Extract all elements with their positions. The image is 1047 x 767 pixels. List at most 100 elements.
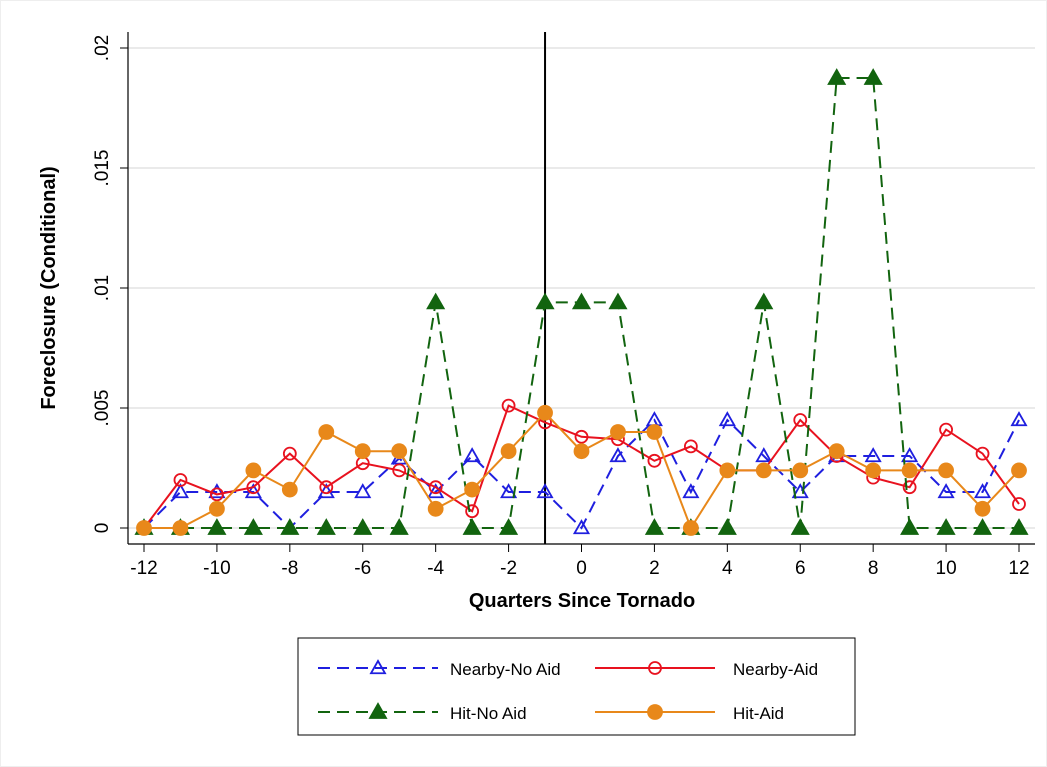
- legend-label: Hit-Aid: [733, 704, 784, 723]
- data-point: [790, 518, 810, 535]
- x-tick-label: -2: [500, 558, 517, 579]
- x-tick-label: 0: [576, 558, 587, 579]
- data-point: [863, 68, 883, 85]
- data-point: [646, 424, 663, 440]
- data-point: [392, 463, 407, 478]
- data-point: [900, 518, 920, 535]
- data-point: [864, 447, 882, 463]
- legend-box: [297, 637, 856, 736]
- data-point: [210, 487, 224, 502]
- y-axis-label: Foreclosure (Conditional): [38, 166, 60, 409]
- data-point: [938, 462, 954, 479]
- y-tick-label: 0: [92, 523, 113, 534]
- data-point: [682, 520, 699, 536]
- data-point: [318, 424, 335, 440]
- data-point: [792, 462, 809, 479]
- data-point: [755, 462, 772, 479]
- data-point: [1010, 411, 1028, 427]
- data-point: [319, 480, 334, 495]
- data-point: [609, 447, 627, 463]
- data-point: [827, 68, 847, 85]
- data-point: [136, 520, 152, 536]
- data-point: [974, 500, 991, 517]
- data-point: [354, 483, 372, 499]
- data-point: [610, 424, 626, 440]
- data-point: [316, 518, 336, 535]
- x-tick-label: 10: [936, 558, 957, 579]
- data-point: [937, 483, 955, 499]
- data-point: [427, 500, 444, 517]
- x-tick-label: 4: [722, 558, 733, 579]
- data-point: [902, 480, 917, 495]
- data-point: [682, 483, 700, 499]
- data-point: [243, 518, 263, 535]
- data-point: [173, 473, 188, 487]
- data-point: [354, 443, 371, 460]
- x-tick-label: -4: [427, 558, 444, 579]
- data-point: [975, 446, 990, 461]
- data-point: [972, 518, 993, 535]
- legend-marker: [369, 659, 387, 675]
- data-point: [865, 462, 882, 479]
- legend-label: Hit-No Aid: [450, 704, 527, 723]
- y-tick-label: .01: [92, 275, 113, 301]
- legend-marker: [368, 702, 388, 719]
- y-tick-label: .02: [92, 35, 113, 61]
- data-point: [755, 447, 773, 463]
- data-point: [973, 483, 992, 499]
- data-point: [282, 446, 297, 461]
- data-point: [644, 518, 664, 535]
- data-point: [1012, 497, 1026, 511]
- data-point: [901, 462, 918, 479]
- data-point: [719, 462, 736, 479]
- data-point: [464, 481, 481, 498]
- data-point: [391, 443, 408, 460]
- data-point: [500, 443, 517, 460]
- x-tick-label: -8: [281, 558, 298, 579]
- x-tick-label: -10: [203, 558, 230, 579]
- data-point: [500, 483, 518, 499]
- data-point: [754, 292, 774, 310]
- data-point: [535, 292, 555, 310]
- data-point: [1011, 462, 1027, 479]
- legend-label: Nearby-No Aid: [450, 660, 561, 679]
- data-point: [465, 504, 480, 519]
- data-point: [171, 483, 190, 499]
- data-point: [499, 518, 519, 535]
- x-axis-label: Quarters Since Tornado: [469, 590, 695, 612]
- x-tick-label: 2: [649, 558, 660, 579]
- y-tick-label: .015: [92, 150, 113, 187]
- data-point: [462, 518, 482, 535]
- y-tick-label: .005: [92, 390, 113, 427]
- data-point: [1009, 518, 1029, 535]
- legend-marker: [647, 704, 663, 720]
- data-point: [939, 422, 953, 437]
- data-point: [536, 483, 554, 499]
- data-point: [172, 520, 189, 536]
- data-point: [608, 292, 628, 310]
- data-point: [828, 443, 845, 460]
- legend-marker: [648, 661, 662, 675]
- data-point: [574, 429, 589, 444]
- data-point: [463, 447, 481, 463]
- data-point: [280, 518, 300, 535]
- data-point: [209, 500, 225, 517]
- legend-label: Nearby-Aid: [733, 660, 818, 679]
- x-tick-label: 8: [868, 558, 879, 579]
- data-point: [537, 404, 553, 421]
- data-point: [573, 443, 590, 460]
- data-point: [208, 483, 226, 499]
- data-point: [572, 519, 591, 535]
- data-point: [501, 398, 516, 413]
- data-point: [571, 292, 592, 310]
- data-point: [647, 453, 662, 468]
- data-point: [389, 518, 409, 535]
- data-point: [353, 518, 373, 535]
- data-point: [426, 292, 446, 310]
- x-tick-label: 6: [795, 558, 806, 579]
- data-point: [936, 518, 956, 535]
- data-point: [207, 518, 227, 535]
- x-tick-label: -12: [130, 558, 157, 579]
- data-point: [246, 480, 261, 495]
